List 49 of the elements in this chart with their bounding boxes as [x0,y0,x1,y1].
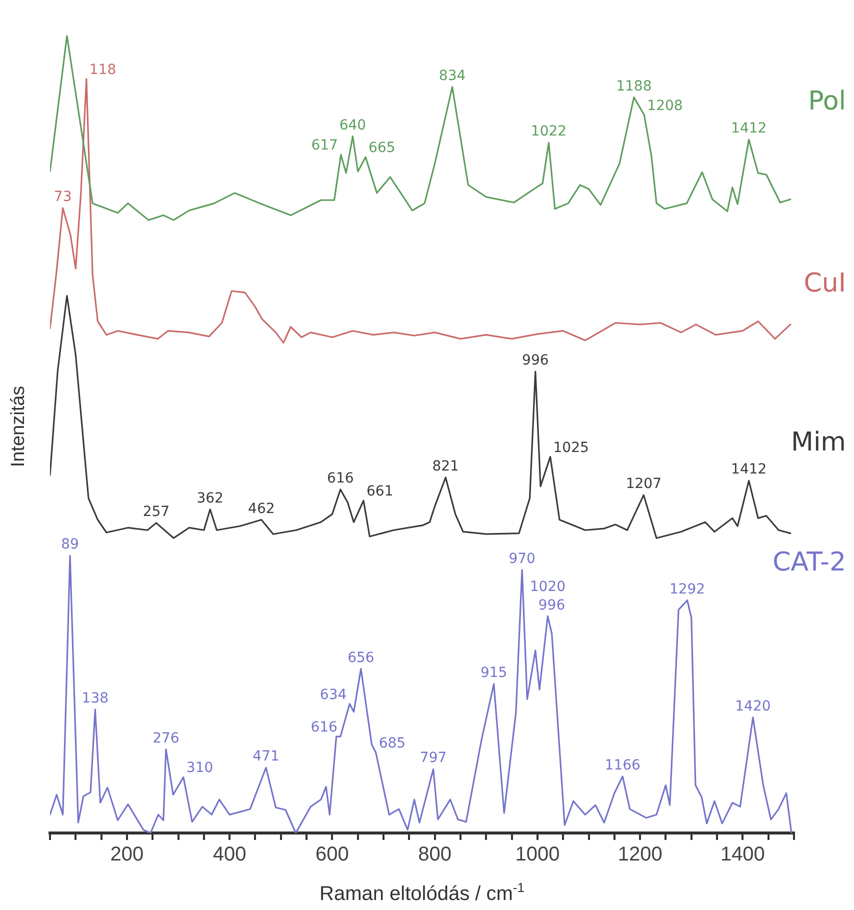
x-tick-label: 1400 [720,844,765,866]
x-tick-label: 600 [316,844,349,866]
y-axis-title: Intenzitás [8,386,29,468]
annotation: 118 [89,62,116,78]
annotation: 257 [142,504,170,520]
annotation: 462 [248,500,275,517]
series-label: Mim [791,428,846,458]
annotation: 1166 [604,757,641,774]
annotation: 616 [327,470,354,486]
annotation: 1188 [616,78,652,94]
annotation: 797 [420,750,447,766]
annotation: 138 [82,690,109,706]
series-label: CuI [804,268,846,298]
annotation: 640 [339,117,366,134]
annotation: 617 [311,138,338,154]
annotation: 821 [432,458,459,475]
annotation: 1208 [647,98,683,114]
annotation: 665 [368,140,396,156]
annotation: 1020 [530,579,566,596]
annotation: 1292 [669,581,706,598]
x-tick-label: 400 [212,844,246,866]
annotation: 89 [61,536,79,553]
annotation: 1412 [731,462,767,478]
annotation: 834 [438,68,466,84]
annotation: 471 [252,748,280,765]
annotation: 915 [480,664,508,681]
annotation: 1022 [530,124,567,140]
annotation: 634 [320,686,347,703]
annotation: 685 [378,735,406,752]
annotation: 73 [54,189,72,206]
x-tick-label: 1000 [515,844,560,866]
annotation: 661 [366,484,394,500]
annotation: 1420 [735,698,771,714]
annotation: 1412 [731,120,767,137]
annotation: 970 [508,550,536,567]
annotation: 276 [152,730,180,746]
annotation: 1207 [626,476,662,492]
text: Pol [808,86,846,117]
annotation: 996 [522,352,549,369]
annotation: 996 [538,597,566,614]
x-tick-label: 1200 [618,844,662,866]
annotation: 616 [310,720,338,736]
annotation: 362 [196,490,224,506]
annotation: 1025 [553,440,589,456]
x-tick-label: 800 [418,844,452,866]
text: CAT-2 [772,547,846,578]
annotation: 310 [186,760,214,776]
annotation: 656 [348,650,374,666]
x-tick-label: 200 [110,844,144,866]
